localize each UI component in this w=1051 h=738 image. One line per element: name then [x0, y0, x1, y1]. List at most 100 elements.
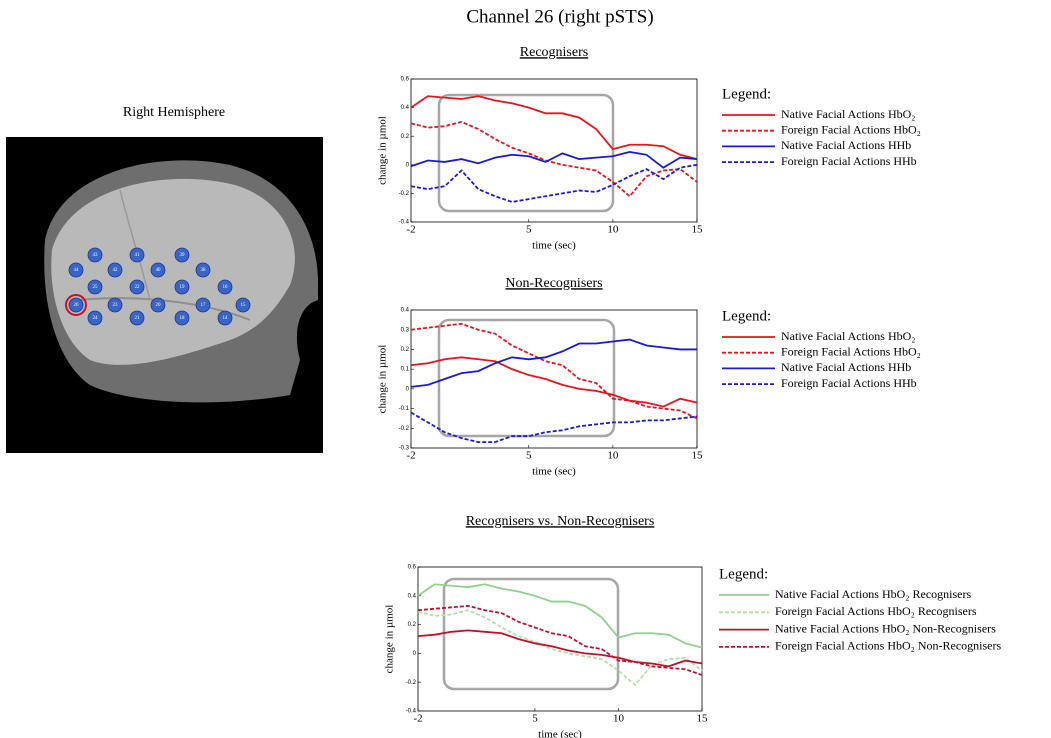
legend-title: Legend: — [722, 86, 771, 102]
y-tick-label: -0.4 — [406, 709, 417, 715]
y-tick-label: 0 — [413, 651, 417, 657]
y-axis-label: change in µmol — [377, 345, 389, 414]
brain-title: Right Hemisphere — [123, 105, 225, 120]
chart-title: Recognisers vs. Non-Recognisers — [466, 514, 655, 529]
electrode-label: 26 — [74, 303, 80, 308]
y-tick-label: 0.1 — [401, 367, 410, 373]
electrode-label: 24 — [93, 316, 99, 321]
chart-title: Non-Recognisers — [505, 276, 602, 291]
series-line — [410, 95, 698, 160]
legend-label: Native Facial Actions HbO₂ Recognisers — [775, 587, 971, 601]
series-line — [410, 411, 698, 443]
x-axis-label: time (sec) — [538, 729, 582, 738]
electrode — [87, 247, 103, 263]
electrode-label: 39 — [180, 253, 186, 258]
time-window — [442, 577, 620, 691]
electrode — [217, 310, 233, 326]
electrode-label: 18 — [180, 316, 186, 321]
electrode — [174, 310, 190, 326]
time-window — [437, 318, 616, 438]
electrode-label: 17 — [201, 303, 207, 308]
plot-frame — [410, 309, 698, 449]
legend-label: Native Facial Actions HHb — [781, 360, 911, 374]
series-line — [410, 338, 697, 388]
series-line — [410, 120, 698, 198]
electrode — [68, 297, 84, 313]
y-axis-label: change in µmol — [384, 605, 396, 674]
x-tick-label: 5 — [526, 224, 532, 236]
electrode-label: 16 — [223, 285, 229, 290]
x-tick-label: 10 — [607, 224, 619, 236]
x-tick-label: 15 — [692, 450, 704, 462]
series-line — [410, 151, 698, 169]
electrode — [150, 262, 166, 278]
x-tick-label: -2 — [406, 450, 415, 462]
y-tick-label: 0.3 — [401, 327, 410, 333]
legend-label: Foreign Facial Actions HbO₂ — [781, 344, 921, 358]
electrode-label: 14 — [223, 316, 229, 321]
electrode — [68, 262, 84, 278]
electrode — [195, 297, 211, 313]
electrode-label: 20 — [156, 303, 162, 308]
brain-image — [6, 137, 323, 453]
channel-highlight — [65, 294, 87, 316]
electrode-label: 41 — [135, 253, 141, 258]
x-axis-label: time (sec) — [532, 240, 576, 252]
legend-label: Native Facial Actions HbO₂ — [781, 107, 916, 121]
series-line — [417, 604, 703, 676]
x-tick-label: 15 — [697, 713, 709, 725]
y-tick-label: -0.3 — [399, 446, 410, 452]
x-tick-label: 10 — [607, 450, 619, 462]
y-tick-label: 0.2 — [408, 622, 417, 628]
y-tick-label: 0 — [406, 162, 410, 168]
electrode — [129, 247, 145, 263]
electrode-label: 40 — [156, 268, 162, 273]
legend-label: Foreign Facial Actions HbO₂ Non-Recognis… — [775, 639, 1001, 653]
y-tick-label: 0.4 — [408, 593, 417, 599]
x-tick-label: 5 — [526, 450, 532, 462]
y-tick-label: 0.2 — [401, 134, 410, 140]
time-window — [437, 93, 615, 213]
legend-label: Native Facial Actions HHb — [781, 138, 911, 152]
legend-label: Native Facial Actions HbO₂ — [781, 329, 916, 343]
y-tick-label: -0.4 — [399, 220, 410, 226]
x-tick-label: -2 — [413, 713, 422, 725]
x-tick-label: -2 — [406, 224, 415, 236]
electrode — [195, 262, 211, 278]
electrode — [129, 310, 145, 326]
legend-label: Foreign Facial Actions HHb — [781, 376, 917, 390]
legend-title: Legend: — [719, 566, 768, 582]
y-tick-label: -0.2 — [399, 191, 410, 197]
electrode — [150, 297, 166, 313]
legend-label: Foreign Facial Actions HHb — [781, 154, 917, 168]
y-tick-label: 0.6 — [401, 77, 410, 83]
electrode-label: 22 — [135, 285, 141, 290]
series-line — [417, 629, 703, 668]
y-tick-label: 0 — [406, 386, 410, 392]
y-tick-label: 0.6 — [408, 565, 417, 571]
x-tick-label: 5 — [532, 713, 538, 725]
y-tick-label: -0.2 — [406, 680, 417, 686]
electrode-label: 42 — [113, 268, 119, 273]
y-tick-label: 0.4 — [401, 105, 410, 111]
electrode-label: 19 — [180, 285, 186, 290]
legend-label: Foreign Facial Actions HbO₂ Recognisers — [775, 604, 977, 618]
electrode-label: 38 — [201, 268, 207, 273]
x-tick-label: 10 — [613, 713, 625, 725]
electrode-label: 43 — [93, 253, 99, 258]
y-tick-label: 0.4 — [401, 308, 410, 314]
series-line — [410, 322, 698, 420]
electrode — [129, 279, 145, 295]
electrode — [87, 279, 103, 295]
electrode-label: 44 — [74, 268, 80, 273]
x-tick-label: 15 — [692, 224, 704, 236]
y-tick-label: -0.1 — [399, 406, 410, 412]
electrode — [174, 279, 190, 295]
legend-label: Foreign Facial Actions HbO₂ — [781, 122, 921, 136]
plot-frame — [410, 78, 698, 223]
legend-label: Native Facial Actions HbO₂ Non-Recognise… — [775, 621, 996, 635]
electrode-label: 15 — [241, 303, 247, 308]
y-tick-label: 0.2 — [401, 347, 410, 353]
